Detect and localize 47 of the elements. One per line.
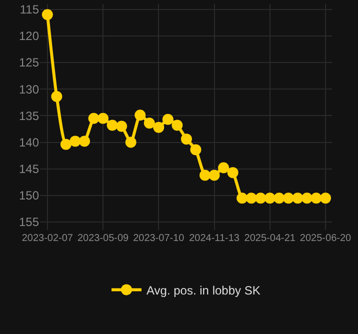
x-tick-label: 2023-02-07: [22, 233, 74, 244]
point: [70, 136, 81, 147]
point: [255, 192, 266, 204]
point: [274, 192, 285, 204]
point: [98, 112, 109, 124]
point: [320, 192, 332, 204]
point: [79, 136, 90, 147]
point: [227, 167, 238, 178]
y-tick-label: 120: [18, 29, 40, 44]
point: [116, 120, 128, 132]
y-tick-label: 155: [18, 215, 40, 230]
point: [200, 170, 210, 181]
point: [292, 192, 304, 204]
point: [153, 122, 164, 133]
point: [172, 120, 183, 131]
x-tick-label: 2025-04-21: [244, 233, 296, 244]
point: [51, 91, 62, 102]
x-tick-label: 2023-05-09: [77, 233, 130, 244]
legend-label: Avg. pos. in lobby SK: [146, 283, 260, 298]
point: [134, 110, 146, 121]
y-tick-label: 115: [20, 2, 40, 17]
point: [301, 192, 312, 204]
y-tick-label: 140: [18, 135, 40, 150]
x-tick-label: 2023-07-10: [133, 233, 185, 244]
y-tick-label: 125: [18, 56, 40, 70]
point: [180, 134, 192, 145]
point: [310, 192, 322, 204]
point: [236, 192, 248, 204]
point: [190, 144, 202, 156]
x-tick-label: 2025-06-20: [300, 233, 352, 244]
point: [144, 118, 155, 129]
point: [282, 192, 294, 204]
point: [125, 136, 136, 148]
point: [208, 170, 220, 181]
y-tick-label: 135: [18, 108, 40, 123]
point: [162, 114, 174, 125]
point: [106, 120, 118, 131]
y-tick-label: 145: [18, 162, 40, 176]
point: [88, 112, 100, 124]
x-tick-label: 2024-11-13: [189, 233, 240, 244]
point: [60, 138, 72, 150]
point: [42, 9, 53, 20]
y-tick-label: 130: [18, 82, 40, 96]
y-tick-label: 150: [18, 188, 40, 203]
point: [246, 192, 257, 204]
point: [264, 192, 276, 204]
point: [218, 162, 230, 174]
